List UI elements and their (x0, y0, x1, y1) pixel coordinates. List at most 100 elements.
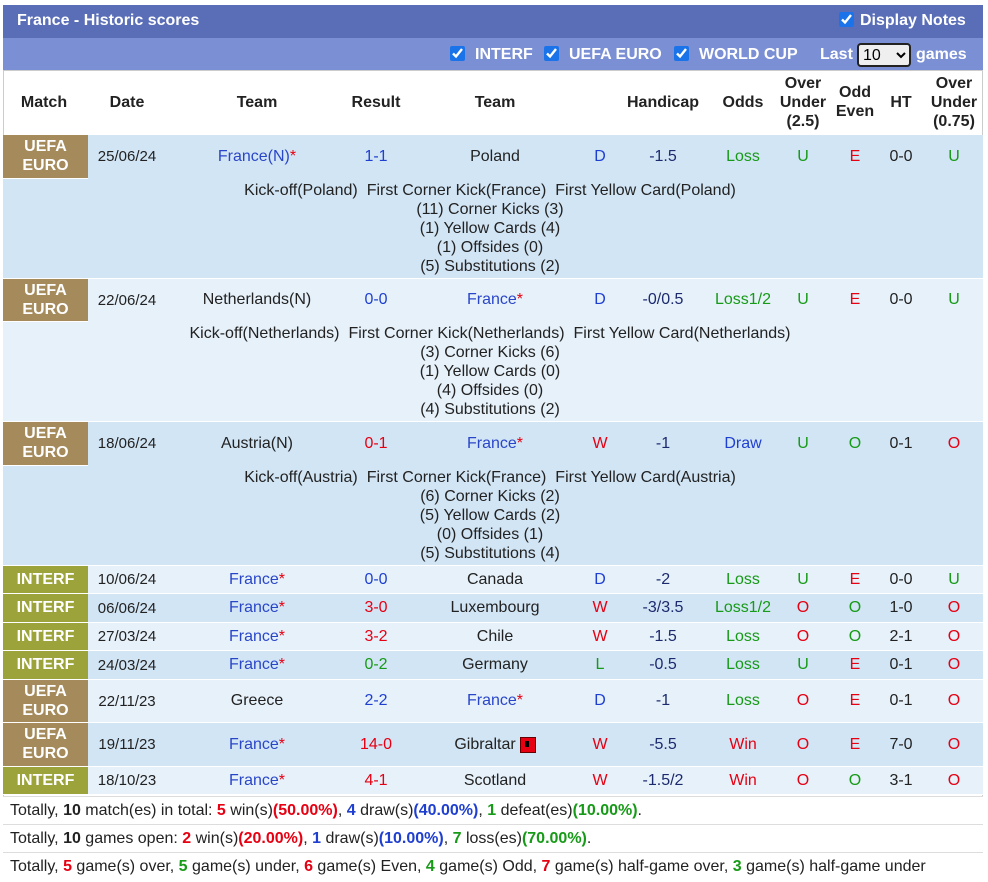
filter-checkbox[interactable] (674, 46, 689, 61)
team: France* (182, 653, 332, 677)
date: 18/06/24 (89, 432, 165, 456)
summary-part: (10.00%) (573, 802, 638, 819)
result: 0-2 (341, 653, 411, 677)
over-under: U (783, 653, 823, 677)
column-header: Odds (713, 71, 773, 133)
odds: Loss (708, 568, 778, 592)
team: France* (182, 596, 332, 620)
note-event: First Yellow Card(Poland) (555, 182, 736, 200)
result: 0-1 (341, 432, 411, 456)
summary-part: Totally, (10, 858, 63, 875)
over-under: O (783, 769, 823, 793)
over-under-075: O (934, 653, 974, 677)
over-under-075: U (934, 568, 974, 592)
outcome: W (585, 733, 615, 757)
over-under-075: O (934, 432, 974, 456)
note-event: Kick-off(Poland) (244, 182, 358, 200)
odds: Win (708, 769, 778, 793)
summary-part: 5 (63, 858, 72, 875)
summary-part: win(s) (226, 802, 273, 819)
summary-part: games open: (81, 830, 182, 847)
note-stat: (1) Offsides (0) (290, 238, 690, 257)
filter-checkbox[interactable] (544, 46, 559, 61)
note-event: First Yellow Card(Austria) (555, 469, 736, 487)
competition-badge: INTERF (3, 651, 88, 680)
odds: Win (708, 733, 778, 757)
note-stat: (11) Corner Kicks (3) (290, 200, 690, 219)
display-notes-checkbox[interactable] (839, 12, 854, 27)
summary-part: 1 (312, 830, 321, 847)
filter-checkbox[interactable] (450, 46, 465, 61)
over-under: U (783, 432, 823, 456)
odds: Loss (708, 625, 778, 649)
team-name: Scotland (464, 772, 526, 790)
summary-part: loss(es) (462, 830, 522, 847)
summary-part: win(s) (191, 830, 238, 847)
summary-part: game(s) half-game over, (550, 858, 732, 875)
summary-part: (40.00%) (413, 802, 478, 819)
result: 0-0 (341, 288, 411, 312)
over-under: O (783, 689, 823, 713)
summary-part: . (587, 830, 591, 847)
outcome: W (585, 625, 615, 649)
summary-part: (20.00%) (238, 830, 303, 847)
team-name: France (467, 435, 517, 453)
team: France* (182, 733, 332, 757)
odd-even: E (835, 145, 875, 169)
over-under: U (783, 568, 823, 592)
note-event: Kick-off(Netherlands) (189, 325, 339, 343)
team: Scotland (420, 769, 570, 793)
filter-label: UEFA EURO (569, 46, 662, 64)
summary-part: 4 (426, 858, 435, 875)
over-under-075: O (934, 625, 974, 649)
date: 10/06/24 (89, 568, 165, 592)
handicap: -1 (623, 432, 703, 456)
summary-part: Totally, (10, 830, 63, 847)
note-event: Kick-off(Austria) (244, 469, 358, 487)
team-name: Chile (477, 628, 513, 646)
odds: Draw (708, 432, 778, 456)
team-name: France (229, 656, 279, 674)
team: France* (420, 288, 570, 312)
odds: Loss1/2 (708, 288, 778, 312)
odd-even: E (835, 568, 875, 592)
note-stat: (6) Corner Kicks (2) (290, 487, 690, 506)
summary-part: 1 (487, 802, 496, 819)
team: Austria(N) (182, 432, 332, 456)
team: France* (182, 769, 332, 793)
summary-line: Totally, 10 match(es) in total: 5 win(s)… (3, 796, 983, 824)
team-mark: * (279, 628, 285, 646)
column-header: Team (197, 71, 317, 133)
result: 1-1 (341, 145, 411, 169)
column-header: Date (92, 71, 162, 133)
date: 22/11/23 (89, 689, 165, 713)
note-event: First Corner Kick(France) (367, 469, 547, 487)
team: Canada (420, 568, 570, 592)
outcome: D (585, 689, 615, 713)
summary-part: game(s) over, (72, 858, 179, 875)
last-select[interactable]: 10 (857, 43, 911, 67)
over-under: O (783, 625, 823, 649)
note-stat: (1) Yellow Cards (0) (290, 363, 690, 382)
over-under-075: U (934, 145, 974, 169)
over-under-075: U (934, 288, 974, 312)
team-mark: * (279, 772, 285, 790)
note-stat: (5) Substitutions (2) (290, 257, 690, 276)
summary-part: draw(s) (356, 802, 414, 819)
team-name: Luxembourg (451, 599, 540, 617)
competition-badge: UEFA EURO (3, 422, 88, 466)
odd-even: O (835, 769, 875, 793)
half-time: 0-1 (881, 432, 921, 456)
competition-badge: INTERF (3, 623, 88, 652)
competition-badge: UEFA EURO (3, 680, 88, 724)
team: Netherlands(N) (182, 288, 332, 312)
half-time: 3-1 (881, 769, 921, 793)
team: France* (420, 689, 570, 713)
column-header: Match (4, 71, 84, 133)
note-stat: (3) Corner Kicks (6) (290, 344, 690, 363)
team-name: Gibraltar (454, 736, 515, 754)
handicap: -1.5 (623, 625, 703, 649)
team-name: Greece (231, 692, 283, 710)
team-name: Poland (470, 148, 520, 166)
